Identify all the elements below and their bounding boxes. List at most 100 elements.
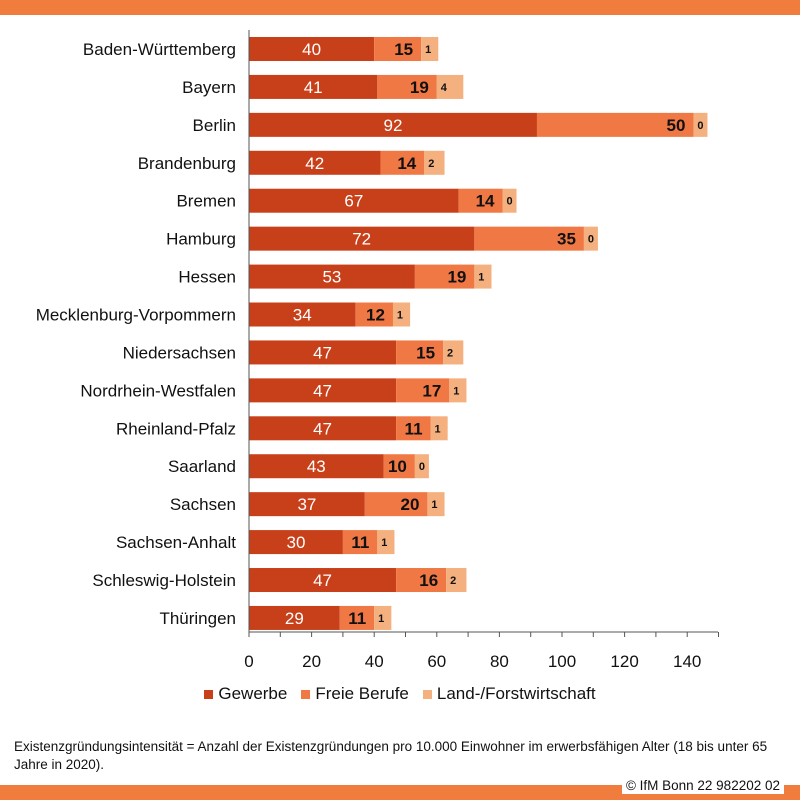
data-label-gewerbe: 47 xyxy=(313,381,332,400)
x-tick-label: 0 xyxy=(244,652,253,671)
bar-land-forst xyxy=(374,605,392,630)
bar-gewerbe xyxy=(249,74,378,99)
legend-item-gewerbe: Gewerbe xyxy=(204,684,287,704)
data-label-freie-berufe: 19 xyxy=(447,268,466,287)
data-label-gewerbe: 92 xyxy=(384,116,403,135)
data-label-freie-berufe: 50 xyxy=(667,116,686,135)
x-tick-label: 60 xyxy=(427,652,446,671)
x-tick-label: 120 xyxy=(610,652,638,671)
bar-gewerbe xyxy=(249,492,365,517)
legend-swatch-gewerbe xyxy=(204,689,214,699)
bar-gewerbe xyxy=(249,605,340,630)
data-label-land-forst: 1 xyxy=(381,537,387,549)
bar-gewerbe xyxy=(249,302,356,327)
legend: Gewerbe Freie Berufe Land-/Forstwirtscha… xyxy=(0,684,800,704)
data-label-land-forst: 0 xyxy=(588,234,594,246)
bar-land-forst xyxy=(474,264,492,289)
bar-gewerbe xyxy=(249,112,537,137)
bar-land-forst xyxy=(430,416,448,441)
bar-land-forst xyxy=(502,188,517,213)
category-label: Thüringen xyxy=(159,609,236,628)
data-label-freie-berufe: 11 xyxy=(348,609,366,628)
bar-land-forst xyxy=(414,454,429,479)
category-label: Niedersachsen xyxy=(123,343,236,362)
bar-freie-berufe xyxy=(396,568,447,593)
legend-label-gewerbe: Gewerbe xyxy=(218,684,288,703)
bottom-frame-bar xyxy=(0,785,800,800)
category-label: Bremen xyxy=(176,192,236,211)
data-label-freie-berufe: 10 xyxy=(388,457,407,476)
bar-freie-berufe xyxy=(458,188,503,213)
bar-land-forst xyxy=(377,530,395,555)
bar-chart: Baden-Württemberg 40 15 1 Bayern 41 19 4 Berlin 9… xyxy=(36,30,719,671)
data-label-land-forst: 1 xyxy=(431,499,437,511)
category-label: Berlin xyxy=(193,116,236,135)
top-frame-bar xyxy=(0,0,800,15)
bar-freie-berufe xyxy=(383,454,415,479)
bar-gewerbe xyxy=(249,226,475,251)
category-label: Mecklenburg-Vorpommern xyxy=(36,306,236,325)
data-label-land-forst: 1 xyxy=(478,272,484,284)
data-label-gewerbe: 37 xyxy=(297,495,316,514)
data-label-land-forst: 1 xyxy=(425,44,431,56)
category-label: Hamburg xyxy=(166,230,236,249)
bar-gewerbe xyxy=(249,416,397,441)
data-label-land-forst: 0 xyxy=(419,461,425,473)
data-label-gewerbe: 40 xyxy=(302,40,321,59)
x-tick-label: 140 xyxy=(673,652,701,671)
data-label-land-forst: 0 xyxy=(506,196,512,208)
category-label: Saarland xyxy=(168,457,236,476)
category-label: Hessen xyxy=(178,268,236,287)
legend-item-land-forst: Land-/Forstwirtschaft xyxy=(422,684,596,704)
bar-gewerbe xyxy=(249,188,459,213)
data-label-gewerbe: 43 xyxy=(307,457,326,476)
category-label: Sachsen-Anhalt xyxy=(116,533,236,552)
data-label-gewerbe: 67 xyxy=(344,192,363,211)
bar-land-forst xyxy=(583,226,598,251)
data-label-gewerbe: 41 xyxy=(304,78,323,97)
bar-freie-berufe xyxy=(414,264,475,289)
bar-land-forst xyxy=(392,302,411,327)
category-label: Nordrhein-Westfalen xyxy=(80,381,236,400)
data-label-land-forst: 0 xyxy=(697,120,703,132)
bar-gewerbe xyxy=(249,264,415,289)
bar-land-forst xyxy=(446,568,467,593)
data-label-freie-berufe: 19 xyxy=(410,78,429,97)
data-label-gewerbe: 47 xyxy=(313,571,332,590)
legend-swatch-land-forst xyxy=(422,689,432,699)
bar-freie-berufe xyxy=(474,226,584,251)
data-label-gewerbe: 72 xyxy=(352,230,371,249)
footnote: Existenzgründungsintensität = Anzahl der… xyxy=(14,739,768,772)
data-label-freie-berufe: 14 xyxy=(476,192,495,211)
data-label-gewerbe: 47 xyxy=(313,419,332,438)
data-label-land-forst: 1 xyxy=(378,613,384,625)
bar-freie-berufe xyxy=(355,302,393,327)
category-label: Baden-Württemberg xyxy=(83,40,236,59)
bar-freie-berufe xyxy=(380,150,425,175)
data-label-gewerbe: 29 xyxy=(285,609,304,628)
bar-gewerbe xyxy=(249,340,397,365)
data-label-freie-berufe: 16 xyxy=(419,571,438,590)
bar-gewerbe xyxy=(249,150,381,175)
legend-label-freie-berufe: Freie Berufe xyxy=(315,684,409,703)
bar-freie-berufe xyxy=(339,605,375,630)
legend-swatch-freie-berufe xyxy=(301,689,311,699)
category-label: Schleswig-Holstein xyxy=(92,571,236,590)
data-label-gewerbe: 34 xyxy=(293,306,312,325)
bar-gewerbe xyxy=(249,530,343,555)
data-label-land-forst: 1 xyxy=(434,423,440,435)
category-label: Rheinland-Pfalz xyxy=(116,419,236,438)
data-label-freie-berufe: 17 xyxy=(422,381,441,400)
bar-freie-berufe xyxy=(536,112,694,137)
data-label-freie-berufe: 12 xyxy=(366,306,385,325)
bar-land-forst xyxy=(443,340,464,365)
bar-freie-berufe xyxy=(364,492,428,517)
category-label: Sachsen xyxy=(170,495,236,514)
x-tick-label: 40 xyxy=(365,652,384,671)
data-label-freie-berufe: 11 xyxy=(405,419,423,438)
bar-freie-berufe xyxy=(377,74,437,99)
bar-gewerbe xyxy=(249,454,384,479)
bar-land-forst xyxy=(693,112,708,137)
category-label: Bayern xyxy=(182,78,236,97)
bar-land-forst xyxy=(427,492,445,517)
